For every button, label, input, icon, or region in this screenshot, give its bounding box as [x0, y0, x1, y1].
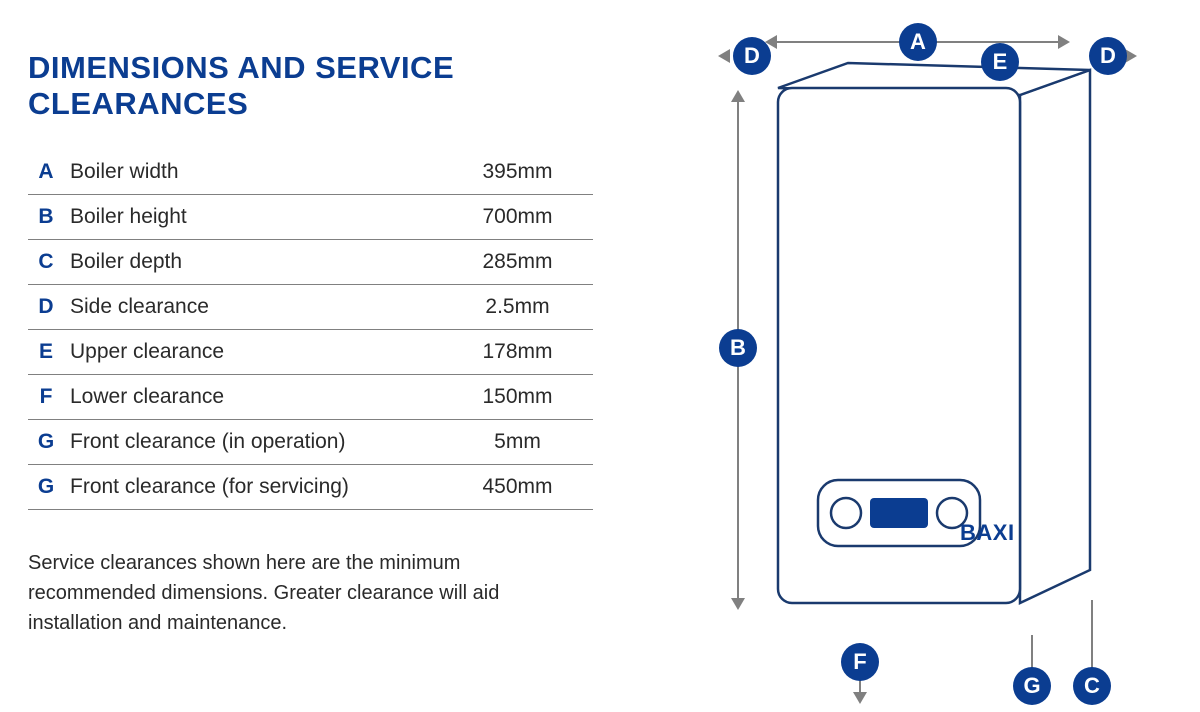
- row-value: 395mm: [448, 150, 593, 195]
- row-label: Side clearance: [70, 285, 448, 330]
- dim-g-line: [1031, 635, 1033, 670]
- badge-e: E: [981, 43, 1019, 81]
- row-key: E: [28, 330, 70, 375]
- arrow-down-b: [731, 598, 745, 610]
- row-label: Boiler width: [70, 150, 448, 195]
- arrow-right-a: [1058, 35, 1070, 49]
- row-value: 285mm: [448, 240, 593, 285]
- row-value: 2.5mm: [448, 285, 593, 330]
- arrow-up-b: [731, 90, 745, 102]
- page-title: DIMENSIONS AND SERVICE CLEARANCES: [28, 50, 640, 122]
- row-value: 150mm: [448, 375, 593, 420]
- row-label: Boiler height: [70, 195, 448, 240]
- table-row: CBoiler depth285mm: [28, 240, 593, 285]
- row-value: 450mm: [448, 465, 593, 510]
- badge-f: F: [841, 643, 879, 681]
- badge-d: D: [1089, 37, 1127, 75]
- boiler-body: BAXI: [760, 85, 1050, 615]
- row-value: 178mm: [448, 330, 593, 375]
- table-row: GFront clearance (for servicing)450mm: [28, 465, 593, 510]
- table-row: FLower clearance150mm: [28, 375, 593, 420]
- brand-logo: BAXI: [960, 520, 1015, 546]
- table-row: ABoiler width395mm: [28, 150, 593, 195]
- badge-a: A: [899, 23, 937, 61]
- row-key: F: [28, 375, 70, 420]
- table-row: GFront clearance (in operation)5mm: [28, 420, 593, 465]
- row-key: G: [28, 420, 70, 465]
- row-key: D: [28, 285, 70, 330]
- row-key: G: [28, 465, 70, 510]
- row-key: B: [28, 195, 70, 240]
- badge-g: G: [1013, 667, 1051, 705]
- row-key: C: [28, 240, 70, 285]
- table-row: DSide clearance2.5mm: [28, 285, 593, 330]
- dim-c-line: [1091, 600, 1093, 670]
- badge-c: C: [1073, 667, 1111, 705]
- table-row: BBoiler height700mm: [28, 195, 593, 240]
- table-row: EUpper clearance178mm: [28, 330, 593, 375]
- row-label: Front clearance (for servicing): [70, 465, 448, 510]
- row-value: 700mm: [448, 195, 593, 240]
- dimensions-table: ABoiler width395mmBBoiler height700mmCBo…: [28, 150, 593, 510]
- row-label: Upper clearance: [70, 330, 448, 375]
- badge-b: B: [719, 329, 757, 367]
- footnote: Service clearances shown here are the mi…: [28, 548, 528, 638]
- dim-d-left: [718, 49, 730, 63]
- row-key: A: [28, 150, 70, 195]
- row-label: Boiler depth: [70, 240, 448, 285]
- row-label: Front clearance (in operation): [70, 420, 448, 465]
- dim-f-arrow: [853, 692, 867, 704]
- row-value: 5mm: [448, 420, 593, 465]
- badge-d: D: [733, 37, 771, 75]
- row-label: Lower clearance: [70, 375, 448, 420]
- boiler-diagram: BAXI A D D E B F GC: [660, 0, 1200, 712]
